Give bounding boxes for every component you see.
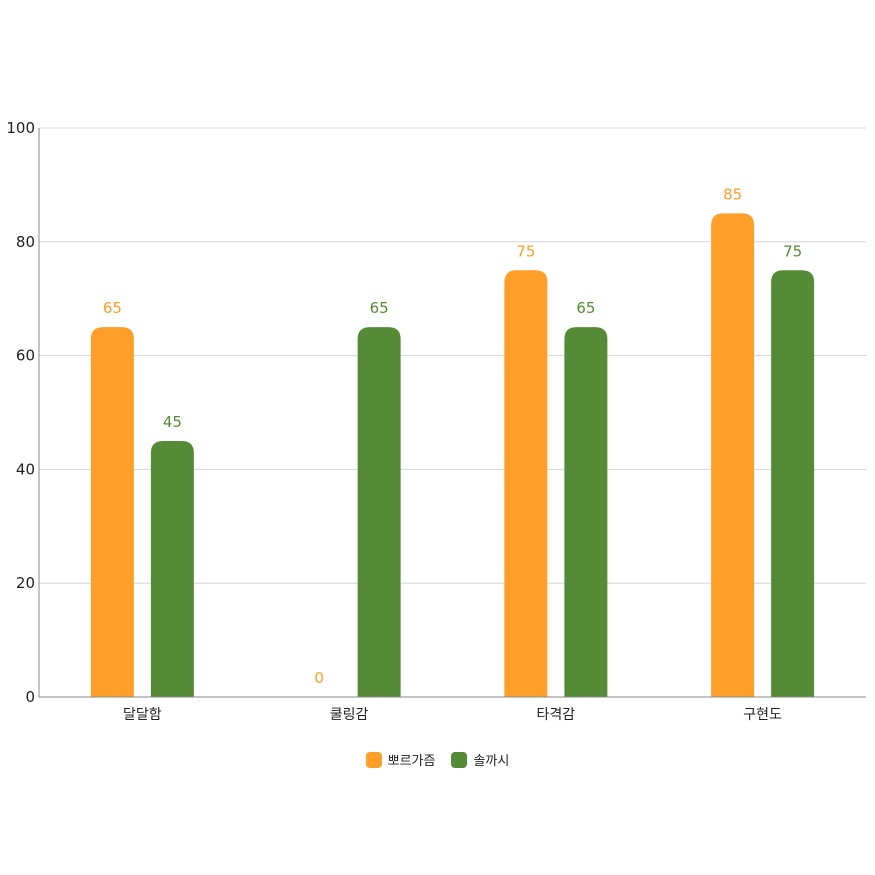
data-label-series-1: 45 — [163, 413, 182, 431]
y-tick-label: 20 — [16, 574, 35, 592]
bar-series-0[interactable] — [711, 213, 755, 697]
data-label-series-0: 75 — [516, 242, 535, 260]
y-tick-label: 100 — [6, 119, 35, 137]
data-label-series-1: 65 — [370, 299, 389, 317]
legend: 뽀르가즘 솔까시 — [0, 750, 875, 769]
y-tick-label: 40 — [16, 460, 35, 478]
bar-series-0[interactable] — [504, 270, 548, 697]
x-category-label: 타격감 — [537, 707, 576, 723]
data-label-series-1: 75 — [783, 242, 802, 260]
bar-series-1[interactable] — [564, 327, 608, 697]
x-category-label: 구현도 — [743, 707, 782, 723]
y-tick-label: 0 — [25, 688, 35, 706]
data-label-series-0: 65 — [103, 299, 122, 317]
y-tick-label: 60 — [16, 347, 35, 365]
legend-swatch-series-1 — [451, 751, 468, 768]
data-label-series-0: 85 — [723, 185, 742, 203]
legend-label-series-1: 솔까시 — [473, 754, 510, 769]
bars — [90, 213, 815, 697]
legend-label-series-0: 뽀르가즘 — [387, 754, 436, 769]
x-axis-categories: 달달함 쿨링감 타격감 구현도 — [123, 707, 782, 723]
y-tick-label: 80 — [16, 233, 35, 251]
bar-series-1[interactable] — [357, 327, 401, 697]
bar-series-1[interactable] — [771, 270, 815, 697]
data-labels: 65 45 0 65 75 65 85 75 — [103, 185, 802, 687]
bar-series-1[interactable] — [150, 440, 194, 697]
x-category-label: 쿨링감 — [330, 707, 369, 723]
legend-swatch-series-0 — [365, 751, 382, 768]
x-category-label: 달달함 — [123, 707, 162, 723]
data-label-series-1: 65 — [576, 299, 595, 317]
data-label-series-0: 0 — [314, 669, 324, 687]
legend-item-series-0[interactable]: 뽀르가즘 — [365, 750, 436, 769]
y-axis-ticks: 0 20 40 60 80 100 — [6, 119, 35, 706]
bar-series-0[interactable] — [90, 327, 134, 697]
legend-item-series-1[interactable]: 솔까시 — [451, 750, 509, 769]
